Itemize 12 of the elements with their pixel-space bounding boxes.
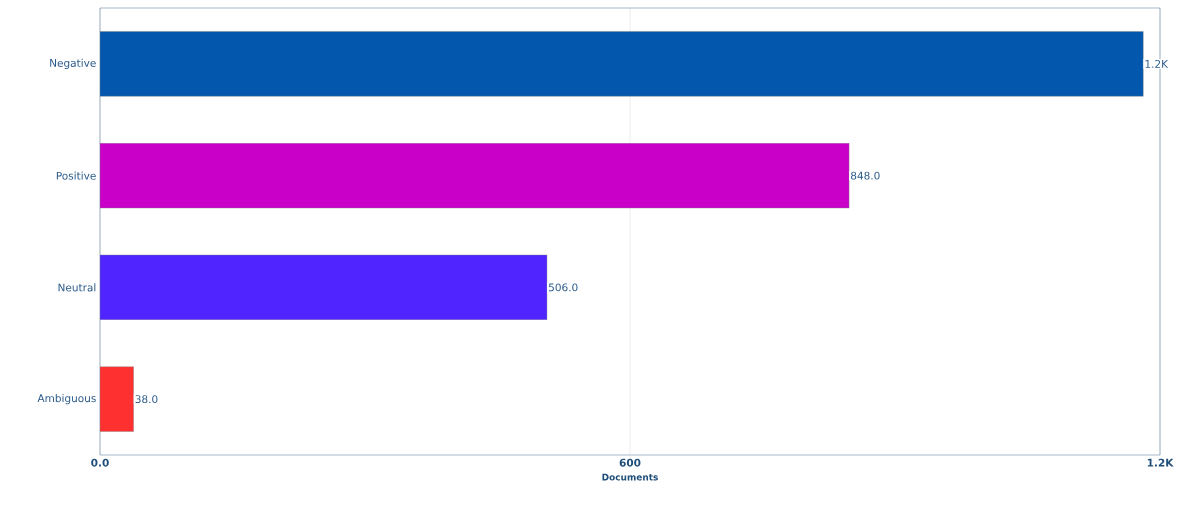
- data-label: 1.2K: [1145, 59, 1169, 68]
- x-tick-label: 1.2K: [1147, 458, 1174, 467]
- y-tick-label: Positive: [56, 171, 96, 180]
- y-tick-label: Negative: [50, 58, 96, 69]
- y-tick-label: Ambiguous: [37, 394, 96, 405]
- data-label: 38.0: [135, 395, 158, 404]
- x-tick-label: 0.0: [91, 458, 109, 467]
- x-axis-title: Documents: [602, 473, 658, 481]
- data-label: 848.0: [850, 171, 880, 180]
- data-label: 506.0: [548, 283, 578, 292]
- y-tick-label: Neutral: [58, 283, 96, 292]
- x-tick-label: 600: [619, 458, 641, 467]
